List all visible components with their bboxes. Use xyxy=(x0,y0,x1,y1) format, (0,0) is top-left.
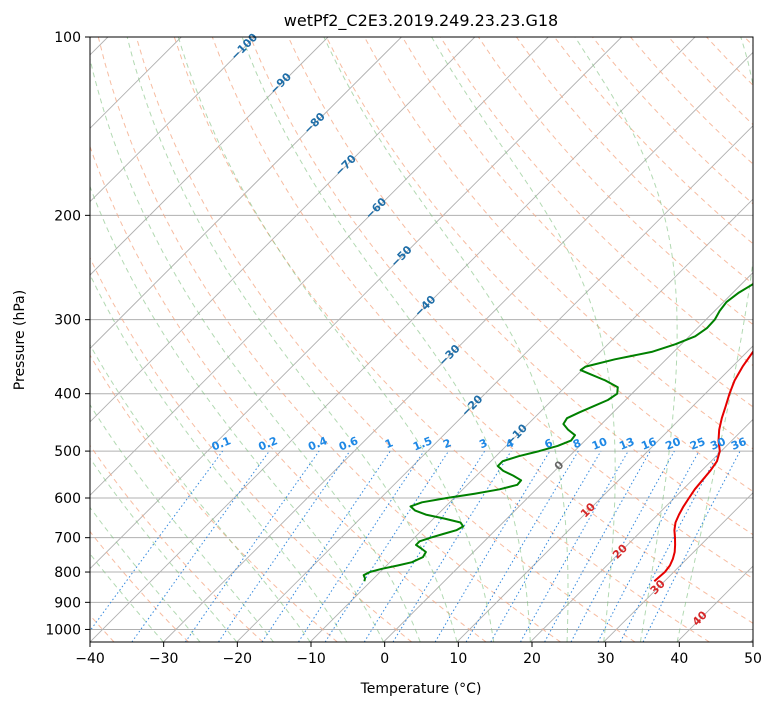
x-tick-label: −10 xyxy=(296,651,326,667)
mixing-ratio-label: 8 xyxy=(571,436,583,451)
dry-adiabat-line xyxy=(90,354,338,642)
moist-adiabat-line xyxy=(90,553,164,642)
isotherm-line xyxy=(530,418,753,642)
mixing-ratio-label: 25 xyxy=(688,435,707,453)
isotherm-line xyxy=(90,37,549,496)
mixing-ratio-line xyxy=(261,450,391,642)
x-tick-label: 30 xyxy=(597,651,615,667)
moist-adiabat-line xyxy=(177,37,495,642)
dry-adiabat-line xyxy=(173,37,710,642)
isotherm-line xyxy=(603,492,753,642)
isotherm-line xyxy=(236,125,753,642)
y-tick-label: 400 xyxy=(54,387,81,403)
x-tick-label: 50 xyxy=(744,651,762,667)
x-tick-label: −20 xyxy=(223,651,253,667)
mixing-ratio-label: 13 xyxy=(617,435,636,453)
axis-ticks: −40 −30 −20 −10 0 10 20 30 40 50 100 200 300 400 500 60… xyxy=(45,30,762,667)
mixing-ratio-label: 20 xyxy=(664,435,683,453)
mixing-ratio-line xyxy=(298,450,425,642)
mixing-ratio-label: 10 xyxy=(590,435,609,453)
x-axis-label: Temperature (°C) xyxy=(360,681,482,697)
y-tick-label: 600 xyxy=(54,491,81,507)
y-tick-label: 1000 xyxy=(45,622,81,638)
plot-frame xyxy=(89,36,754,643)
dry-adiabat-line xyxy=(90,530,189,642)
mixing-ratio-line xyxy=(324,450,450,642)
moist-adiabat-line xyxy=(126,37,458,642)
y-tick-label: 300 xyxy=(54,313,81,329)
x-tick-label: 0 xyxy=(380,651,389,667)
profile-lines xyxy=(362,282,753,582)
mixing-ratio-label: 36 xyxy=(729,435,748,453)
x-tick-label: −40 xyxy=(75,651,105,667)
mixing-ratio-line xyxy=(363,450,486,642)
isotherm-line xyxy=(90,37,476,423)
mixing-ratio-line xyxy=(90,450,224,632)
mixing-ratio-line xyxy=(392,450,512,642)
dry-adiabat-line xyxy=(287,37,753,536)
moist-adiabat-line xyxy=(90,56,421,642)
chart-title: wetPf2_C2E3.2019.249.23.23.G18 xyxy=(284,11,558,31)
isotherm-line xyxy=(90,37,622,570)
moist-adiabat-line xyxy=(90,506,201,642)
mixing-ratio-line xyxy=(218,450,351,642)
mixing-ratio-label: 1 xyxy=(383,436,395,451)
reference-lines xyxy=(90,37,753,642)
y-tick-label: 700 xyxy=(54,531,81,547)
y-tick-label: 500 xyxy=(54,444,81,460)
dry-adiabat-line xyxy=(90,444,264,642)
y-tick-label: 900 xyxy=(54,595,81,611)
mixing-ratio-line xyxy=(184,450,320,642)
mixing-ratio-line xyxy=(570,450,675,642)
moist-adiabat-line xyxy=(90,403,274,642)
mixing-ratio-line xyxy=(520,450,629,642)
y-tick-label: 800 xyxy=(54,565,81,581)
mixing-ratio-line xyxy=(131,450,270,642)
dry-adiabat-line xyxy=(135,37,636,642)
isotherm-line xyxy=(163,51,753,642)
dry-adiabat-line xyxy=(325,37,753,493)
isotherm-line xyxy=(456,345,753,642)
temperature-line xyxy=(653,350,753,582)
dry-adiabat-line xyxy=(439,37,753,367)
dewpoint-line xyxy=(362,282,753,582)
dry-adiabat-line xyxy=(477,37,753,326)
moist-adiabat-line xyxy=(90,343,311,642)
mixing-ratio-label: 2 xyxy=(441,436,453,451)
x-tick-label: −30 xyxy=(149,651,179,667)
mixing-ratio-label: 16 xyxy=(639,435,658,453)
x-tick-label: 40 xyxy=(670,651,688,667)
y-axis-label: Pressure (hPa) xyxy=(12,290,28,390)
moist-adiabat-line xyxy=(90,185,385,642)
isotherm-line xyxy=(90,37,402,350)
moist-adiabat-line xyxy=(574,37,678,642)
moist-adiabat-line xyxy=(323,37,569,642)
y-tick-label: 200 xyxy=(54,208,81,224)
dry-adiabat-line xyxy=(90,256,413,642)
mixing-ratio-line xyxy=(544,450,651,642)
x-tick-label: 10 xyxy=(449,651,467,667)
dry-adiabat-line xyxy=(249,37,753,580)
isotherm-line xyxy=(90,37,255,203)
moist-adiabat-line xyxy=(90,273,348,642)
moist-adiabat-line xyxy=(90,457,238,642)
dry-adiabat-line xyxy=(90,145,487,642)
x-tick-label: 20 xyxy=(523,651,541,667)
dry-adiabat-line xyxy=(97,37,561,642)
mixing-ratio-label: 30 xyxy=(709,435,728,453)
y-tick-label: 100 xyxy=(54,30,81,46)
mixing-ratio-label: 3 xyxy=(477,436,489,451)
isotherm-line xyxy=(90,37,329,276)
mixing-ratio-line xyxy=(642,450,741,642)
moist-adiabat-line xyxy=(431,37,616,642)
dry-adiabat-line xyxy=(211,37,753,624)
